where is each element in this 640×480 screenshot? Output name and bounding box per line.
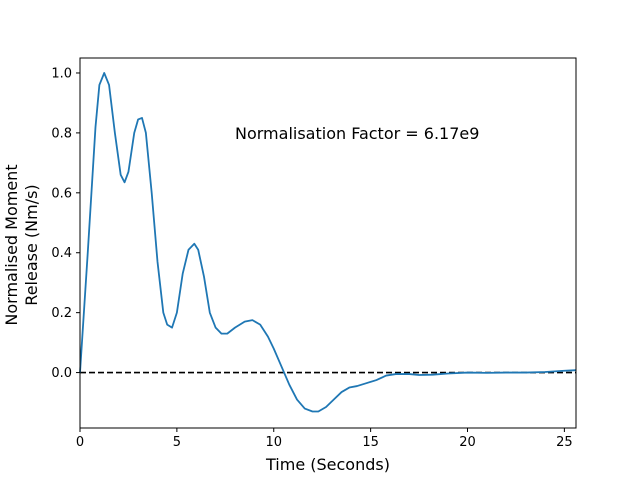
x-tick-label: 5 xyxy=(173,435,181,450)
y-tick-label: 0.0 xyxy=(51,366,72,381)
x-tick-label: 20 xyxy=(459,435,476,450)
y-tick-label: 0.8 xyxy=(51,126,72,141)
x-tick-label: 15 xyxy=(362,435,379,450)
normalisation-annotation: Normalisation Factor = 6.17e9 xyxy=(235,124,479,143)
axes-frame xyxy=(79,57,577,429)
x-tick-label: 25 xyxy=(556,435,573,450)
y-axis-label-line-2: Release (Nm/s) xyxy=(22,184,41,305)
y-tick-label: 0.6 xyxy=(51,186,72,201)
x-axis-label: Time (Seconds) xyxy=(265,455,390,474)
y-tick-label: 0.4 xyxy=(51,246,72,261)
series-line-0 xyxy=(79,72,577,413)
y-tick-label: 1.0 xyxy=(51,66,72,81)
x-tick-label: 0 xyxy=(76,435,84,450)
y-axis-label-line-1: Normalised Moment xyxy=(2,164,21,325)
x-tick-label: 10 xyxy=(265,435,282,450)
axis-ticks: 0 5 10 15 20 25 0.0 0.2 0.4 0.6 0.8 1.0 xyxy=(51,66,572,450)
plot-area xyxy=(79,72,577,413)
y-tick-label: 0.2 xyxy=(51,306,72,321)
